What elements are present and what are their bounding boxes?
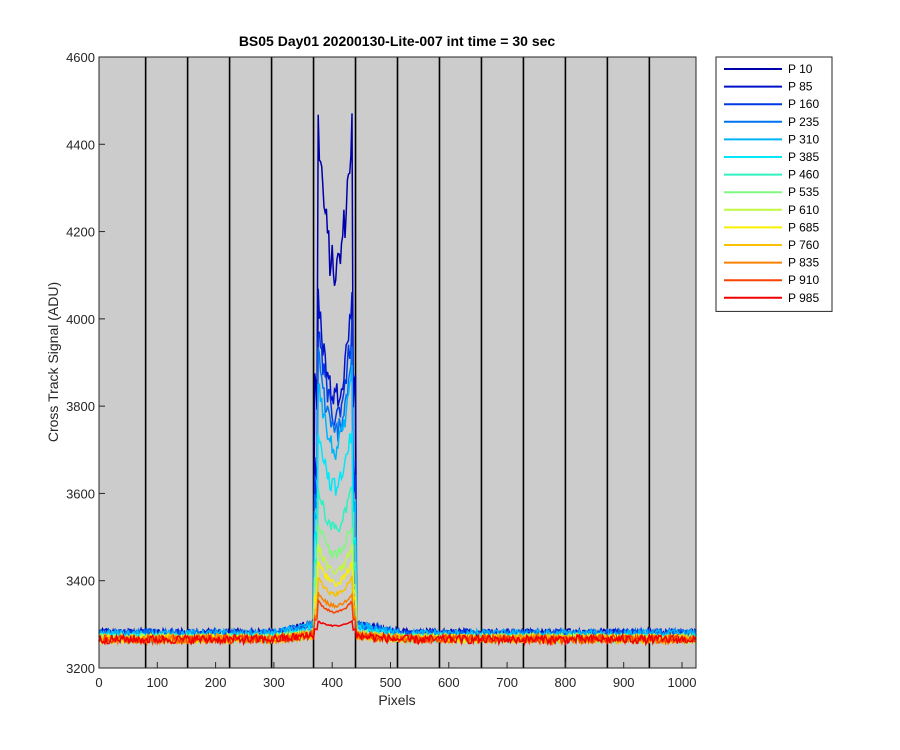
x-tick-label: 800 [555, 675, 577, 690]
legend-entry-label: P 685 [788, 220, 819, 234]
x-tick-label: 200 [205, 675, 227, 690]
plot-frame [98, 56, 697, 669]
legend-entry-label: P 310 [788, 132, 819, 146]
x-tick-label: 300 [263, 675, 285, 690]
legend-entry-label: P 460 [788, 168, 819, 182]
x-tick-label: 1000 [668, 675, 697, 690]
y-tick-label: 3600 [66, 486, 95, 501]
x-tick-label: 0 [95, 675, 102, 690]
legend-entry-label: P 610 [788, 203, 819, 217]
x-axis-title: Pixels [378, 692, 415, 708]
x-tick-label: 900 [613, 675, 635, 690]
legend-entry-label: P 985 [788, 291, 819, 305]
legend-entry-label: P 910 [788, 273, 819, 287]
legend-entry-label: P 85 [788, 80, 813, 94]
legend-entry-label: P 835 [788, 256, 819, 270]
x-tick-label: 600 [438, 675, 460, 690]
legend-entry-label: P 235 [788, 115, 819, 129]
y-tick-label: 4600 [66, 50, 95, 65]
legend-entry-label: P 160 [788, 97, 819, 111]
y-tick-label: 4200 [66, 225, 95, 240]
chart-title: BS05 Day01 20200130-Lite-007 int time = … [239, 33, 556, 49]
legend-entry-label: P 760 [788, 238, 819, 252]
y-axis-ticks: 3200 3400 3600 3800 4000 4200 4400 4600 [66, 50, 105, 676]
y-tick-label: 4400 [66, 137, 95, 152]
x-tick-label: 500 [380, 675, 402, 690]
series-line [98, 619, 697, 647]
legend-entry-label: P 10 [788, 62, 813, 76]
y-tick-label: 3400 [66, 574, 95, 589]
x-axis-ticks: 0 100 200 300 400 500 600 700 800 900 1000 [95, 662, 696, 690]
x-tick-label: 400 [321, 675, 343, 690]
x-tick-label: 100 [146, 675, 168, 690]
vertical-grid-lines [144, 57, 651, 668]
y-axis-title: Cross Track Signal (ADU) [45, 282, 61, 442]
legend-entry-label: P 385 [788, 150, 819, 164]
legend: P 10 P 85 P 160 P 235 P 310 P 385 P 460 P 535 P … [715, 56, 833, 312]
legend-box [715, 56, 833, 312]
y-tick-label: 3800 [66, 399, 95, 414]
y-tick-label: 4000 [66, 312, 95, 327]
y-tick-label: 3200 [66, 661, 95, 676]
legend-entry-label: P 535 [788, 185, 819, 199]
x-tick-label: 700 [496, 675, 518, 690]
series-lines [98, 113, 697, 647]
